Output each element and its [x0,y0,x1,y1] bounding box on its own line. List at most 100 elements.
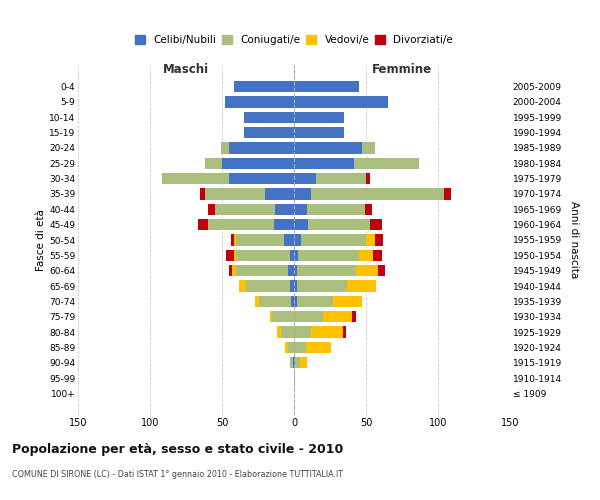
Bar [305,342,331,353]
Bar [247,280,290,292]
Bar [205,188,265,200]
Bar [294,188,311,200]
Bar [290,280,294,292]
Bar [229,173,294,184]
Bar [294,204,307,215]
Bar [205,158,222,169]
Bar [311,326,343,338]
Bar [284,234,294,246]
Bar [294,112,344,123]
Bar [294,280,297,292]
Bar [275,204,294,215]
Bar [200,188,205,200]
Bar [347,280,376,292]
Bar [294,357,295,368]
Bar [333,296,362,307]
Bar [233,234,236,246]
Bar [366,234,374,246]
Bar [301,234,366,246]
Bar [370,219,382,230]
Bar [288,342,294,353]
Bar [161,173,229,184]
Bar [294,250,298,261]
Bar [298,250,359,261]
Bar [374,234,383,246]
Bar [215,204,275,215]
Text: COMUNE DI SIRONE (LC) - Dati ISTAT 1° gennaio 2010 - Elaborazione TUTTITALIA.IT: COMUNE DI SIRONE (LC) - Dati ISTAT 1° ge… [12,470,343,479]
Bar [294,296,297,307]
Bar [356,265,377,276]
Bar [236,265,288,276]
Bar [294,127,344,138]
Bar [294,326,311,338]
Bar [295,357,300,368]
Bar [294,311,323,322]
Bar [291,296,294,307]
Bar [297,265,356,276]
Bar [307,204,365,215]
Bar [362,142,374,154]
Bar [294,265,297,276]
Y-axis label: Fasce di età: Fasce di età [36,209,46,271]
Bar [277,326,281,338]
Bar [294,81,359,92]
Bar [239,280,247,292]
Bar [232,265,236,276]
Bar [316,173,366,184]
Bar [294,142,362,154]
Bar [226,250,233,261]
Bar [323,311,352,322]
Bar [225,96,294,108]
Bar [233,250,236,261]
Bar [230,234,233,246]
Bar [229,142,294,154]
Bar [259,296,291,307]
Y-axis label: Anni di nascita: Anni di nascita [569,202,578,278]
Text: Femmine: Femmine [372,63,432,76]
Bar [208,219,274,230]
Bar [281,326,294,338]
Bar [366,173,370,184]
Bar [294,158,355,169]
Bar [300,357,307,368]
Bar [272,311,294,322]
Bar [265,188,294,200]
Text: Popolazione per età, sesso e stato civile - 2010: Popolazione per età, sesso e stato civil… [12,442,343,456]
Bar [286,342,288,353]
Bar [359,250,373,261]
Bar [244,112,294,123]
Bar [233,81,294,92]
Bar [290,250,294,261]
Bar [274,219,294,230]
Bar [343,326,346,338]
Bar [308,219,370,230]
Bar [294,234,301,246]
Bar [294,173,316,184]
Bar [352,311,356,322]
Bar [197,219,208,230]
Bar [365,204,372,215]
Bar [229,265,232,276]
Bar [244,127,294,138]
Bar [373,250,382,261]
Bar [236,234,284,246]
Legend: Celibi/Nubili, Coniugati/e, Vedovi/e, Divorziati/e: Celibi/Nubili, Coniugati/e, Vedovi/e, Di… [135,35,453,45]
Bar [293,357,294,368]
Bar [355,158,419,169]
Bar [222,158,294,169]
Bar [297,280,347,292]
Bar [294,372,295,384]
Bar [221,142,229,154]
Bar [255,296,259,307]
Bar [444,188,451,200]
Bar [288,265,294,276]
Bar [294,219,308,230]
Bar [294,96,388,108]
Bar [294,342,305,353]
Bar [236,250,290,261]
Bar [269,311,272,322]
Bar [290,357,293,368]
Text: Maschi: Maschi [163,63,209,76]
Bar [377,265,385,276]
Bar [311,188,444,200]
